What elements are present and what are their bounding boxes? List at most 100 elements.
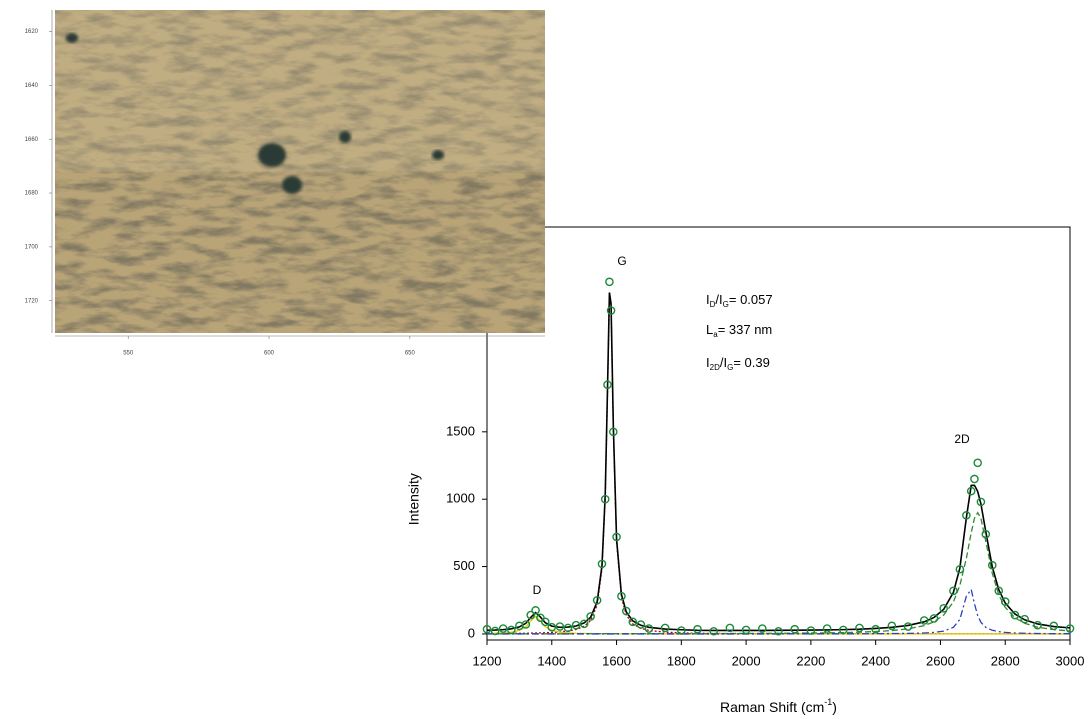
- micrograph: 550 600 650 1620 1640 1660 1680 1700 1720: [25, 10, 545, 357]
- data-point: [709, 626, 719, 636]
- annotation-part: /I: [720, 355, 727, 370]
- data-point: [628, 617, 638, 627]
- data-point: [612, 532, 621, 542]
- data-point: [482, 624, 492, 634]
- data-point: [929, 614, 939, 623]
- annotation: La= 337 nm: [706, 322, 772, 339]
- y-tick-label: 0: [468, 625, 475, 640]
- image-particle: [339, 131, 351, 143]
- y-tick-label: 1620: [25, 29, 39, 35]
- annotation: ID/IG= 0.057: [706, 292, 773, 309]
- x-tick-label: 1600: [602, 653, 631, 668]
- y-tick-label: 1660: [25, 137, 39, 143]
- x-tick-label: 600: [264, 351, 275, 357]
- data-point: [579, 619, 589, 629]
- annotation-part: = 0.057: [729, 292, 773, 307]
- annotation-part: I: [706, 355, 710, 370]
- data-point: [973, 458, 982, 468]
- data-point: [962, 511, 971, 520]
- data-point: [1033, 620, 1042, 630]
- image-shade: [55, 10, 545, 172]
- data-point: [547, 622, 557, 632]
- fit-line: [487, 587, 1070, 635]
- data-point: [600, 494, 610, 504]
- data-point: [1020, 614, 1029, 624]
- data-point: [609, 427, 618, 437]
- data-point: [606, 306, 616, 315]
- fit-line: [486, 292, 1071, 632]
- data-point: [976, 497, 986, 507]
- x-tick-label: 1800: [667, 653, 696, 668]
- peak-label: G: [617, 254, 626, 268]
- x-tick-label: 2600: [926, 653, 955, 668]
- data-point: [871, 624, 880, 634]
- data-point: [838, 625, 848, 635]
- data-point: [1010, 610, 1020, 620]
- image-particle: [66, 33, 78, 43]
- data-point: [531, 606, 540, 615]
- y-tick-label: 1720: [25, 298, 39, 304]
- image-particle: [258, 143, 286, 167]
- data-point: [521, 620, 531, 629]
- annotation-part: = 0.39: [733, 355, 770, 370]
- data-point: [490, 626, 500, 636]
- data-point: [603, 380, 612, 389]
- data-point: [994, 586, 1004, 596]
- data-point: [949, 586, 958, 596]
- annotation-part: a: [713, 330, 718, 339]
- x-axis-title-part: Raman Shift (cm: [720, 699, 824, 715]
- data-point: [1065, 624, 1075, 633]
- data-point: [571, 620, 581, 630]
- data-point: [939, 604, 948, 613]
- data-point: [774, 626, 783, 636]
- data-point: [758, 624, 767, 633]
- x-tick-label: 2000: [732, 653, 761, 668]
- y-axis-title: Intensity: [406, 473, 422, 525]
- data-point: [725, 623, 735, 633]
- data-point: [677, 626, 686, 635]
- peak-label: 2D: [954, 432, 970, 446]
- x-tick-label: 1400: [537, 653, 566, 668]
- y-tick-label: 500: [453, 558, 475, 573]
- annotation-part: L: [706, 322, 713, 337]
- data-point: [555, 622, 565, 631]
- image-texture: [55, 10, 545, 333]
- data-point: [506, 625, 516, 635]
- x-tick-label: 2200: [796, 653, 825, 668]
- annotation-part: = 337 nm: [718, 322, 773, 337]
- annotation-part: D: [710, 300, 716, 309]
- y-tick-label: 1640: [25, 83, 39, 89]
- fit-line: [486, 615, 1070, 635]
- x-tick-label: 2800: [991, 653, 1020, 668]
- data-point: [1000, 597, 1010, 606]
- data-point: [987, 560, 997, 570]
- x-tick-label: 1200: [473, 653, 502, 668]
- data-point: [592, 595, 602, 605]
- data-point: [563, 623, 573, 633]
- annotation: I2D/IG= 0.39: [706, 355, 770, 372]
- data-point: [887, 621, 897, 631]
- data-point: [790, 624, 799, 634]
- x-tick-label: 2400: [861, 653, 890, 668]
- data-point: [1049, 621, 1059, 631]
- image-particle: [432, 150, 444, 160]
- data-point: [605, 277, 614, 287]
- data-point: [741, 625, 751, 635]
- data-point: [586, 612, 595, 621]
- data-point: [617, 591, 626, 601]
- data-point: [693, 624, 702, 634]
- data-point: [806, 626, 816, 635]
- data-point: [855, 623, 864, 633]
- data-point: [660, 623, 670, 633]
- data-point: [597, 559, 607, 569]
- data-point: [955, 564, 965, 574]
- data-point: [541, 617, 550, 627]
- annotation-part: G: [723, 300, 729, 309]
- data-point: [644, 624, 654, 633]
- annotation-part: I: [706, 292, 710, 307]
- x-tick-label: 3000: [1056, 653, 1085, 668]
- data-point: [919, 616, 929, 625]
- x-tick-label: 650: [405, 351, 416, 357]
- data-point: [903, 622, 913, 631]
